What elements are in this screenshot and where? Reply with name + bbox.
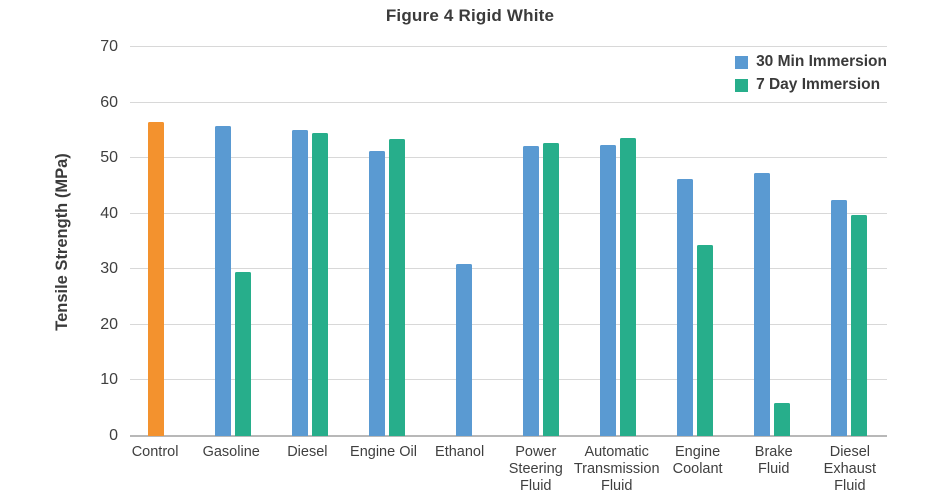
x-axis-label-diesel: Diesel	[287, 444, 328, 460]
bar-7-day-immersion-automatic-transmission-fluid	[620, 138, 637, 436]
x-axis-label-diesel-exhaust-fluid: Diesel Exhaust Fluid	[823, 444, 877, 494]
y-axis-tick-labels: 0 10 20 30 40 50 60 70	[70, 38, 118, 444]
bar-7-day-immersion-power-steering-fluid	[543, 143, 560, 436]
bar-group-automatic-transmission-fluid	[580, 47, 657, 436]
gridline-60	[130, 101, 887, 103]
bar-30-min-immersion-diesel-exhaust-fluid	[831, 199, 848, 436]
bar-30-min-immersion-gasoline	[214, 125, 231, 436]
gridline-20	[130, 323, 887, 325]
bar-control-control	[147, 122, 164, 436]
x-axis-label-control: Control	[131, 444, 179, 460]
bar-7-day-immersion-diesel-exhaust-fluid	[851, 214, 868, 436]
bar-7-day-immersion-engine-oil	[388, 139, 405, 436]
legend-label: 7 Day Immersion	[756, 76, 881, 93]
x-axis-label-automatic-transmission-fluid: Automatic Transmission Fluid	[573, 444, 660, 494]
legend: 30 Min Immersion 7 Day Immersion	[735, 53, 887, 94]
y-tick-label-20: 20	[100, 315, 118, 333]
x-axis-label-brake-fluid: Brake Fluid	[754, 444, 793, 478]
bar-group-diesel-exhaust-fluid	[811, 47, 888, 436]
gridline-30	[130, 268, 887, 270]
legend-label: 30 Min Immersion	[756, 53, 887, 70]
bar-series-area	[117, 47, 888, 436]
y-tick-label-0: 0	[109, 427, 118, 444]
bar-group-brake-fluid	[734, 47, 811, 436]
bar-30-min-immersion-engine-oil	[368, 150, 385, 436]
bar-30-min-immersion-brake-fluid	[754, 172, 771, 436]
bar-group-engine-coolant	[657, 47, 734, 436]
x-axis-label-ethanol: Ethanol	[435, 444, 485, 460]
bar-30-min-immersion-diesel	[291, 130, 308, 436]
y-tick-label-40: 40	[100, 204, 118, 222]
bar-7-day-immersion-diesel	[311, 132, 328, 436]
bar-group-diesel	[271, 47, 348, 436]
bar-30-min-immersion-engine-coolant	[677, 178, 694, 436]
bar-7-day-immersion-engine-coolant	[697, 245, 714, 436]
gridline-10	[130, 379, 887, 381]
bar-7-day-immersion-gasoline	[234, 271, 251, 436]
bar-group-control	[117, 47, 194, 436]
legend-swatch-icon	[735, 55, 749, 69]
gridline-50	[130, 157, 887, 159]
bar-group-gasoline	[194, 47, 271, 436]
bar-30-min-immersion-automatic-transmission-fluid	[600, 145, 617, 436]
y-tick-label-70: 70	[100, 38, 118, 55]
gridline-70	[130, 46, 887, 47]
bar-30-min-immersion-power-steering-fluid	[523, 146, 540, 436]
y-tick-label-10: 10	[100, 371, 118, 389]
x-axis-label-engine-oil: Engine Oil	[350, 444, 417, 460]
x-axis-labels: Control Gasoline Diesel Engine Oil Ethanol Po…	[117, 444, 888, 494]
bar-group-ethanol	[425, 47, 502, 436]
x-axis-baseline	[130, 435, 887, 437]
legend-item-30-min-immersion: 30 Min Immersion	[735, 53, 887, 71]
gridline-40	[130, 212, 887, 214]
x-axis-label-engine-coolant: Engine Coolant	[672, 444, 723, 478]
y-tick-label-60: 60	[100, 93, 118, 111]
bar-group-power-steering-fluid	[502, 47, 579, 436]
bar-group-engine-oil	[348, 47, 425, 436]
plot-area	[130, 46, 887, 437]
x-axis-label-gasoline: Gasoline	[202, 444, 260, 460]
bar-30-min-immersion-ethanol	[455, 264, 472, 436]
x-axis-label-power-steering-fluid: Power Steering Fluid	[508, 444, 563, 494]
y-tick-label-50: 50	[100, 149, 118, 167]
chart-title: Figure 4 Rigid White	[385, 6, 555, 25]
legend-swatch-icon	[735, 78, 749, 92]
y-tick-label-30: 30	[100, 260, 118, 278]
bar-7-day-immersion-brake-fluid	[774, 403, 791, 436]
legend-item-7-day-immersion: 7 Day Immersion	[735, 76, 880, 94]
